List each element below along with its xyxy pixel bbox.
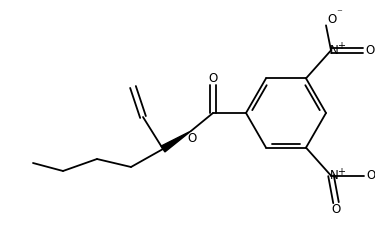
- Text: N: N: [330, 44, 338, 57]
- Text: +: +: [337, 167, 345, 177]
- Text: O: O: [332, 203, 340, 216]
- Text: O: O: [209, 72, 218, 84]
- Polygon shape: [161, 131, 191, 152]
- Text: +: +: [337, 41, 345, 51]
- Text: N: N: [330, 169, 338, 182]
- Text: ⁻: ⁻: [336, 8, 342, 18]
- Text: O: O: [188, 133, 196, 146]
- Text: O: O: [366, 169, 375, 182]
- Text: O: O: [327, 13, 337, 26]
- Text: O: O: [365, 44, 375, 57]
